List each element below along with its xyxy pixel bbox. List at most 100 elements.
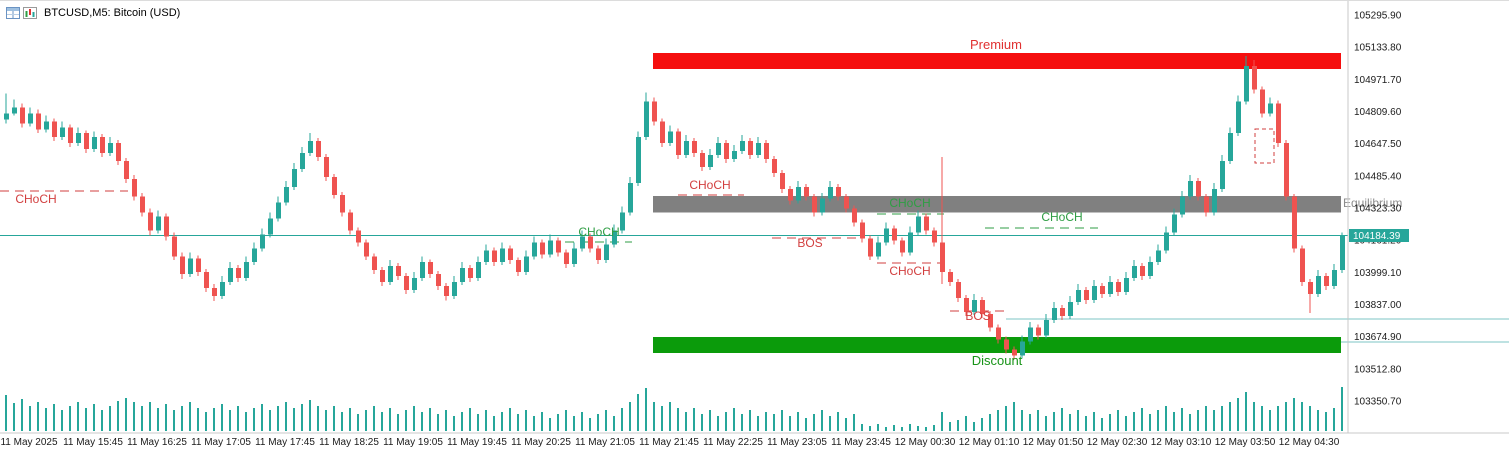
volume-bar xyxy=(909,424,911,431)
volume-bar xyxy=(981,418,983,431)
volume-bar xyxy=(693,408,695,431)
candle-body xyxy=(220,282,225,296)
candle-body xyxy=(316,141,321,158)
time-axis-label: 11 May 23:45 xyxy=(831,437,891,448)
volume-bar xyxy=(1213,410,1215,431)
volume-bar xyxy=(1093,412,1095,431)
volume-bar xyxy=(205,412,207,431)
candle-body xyxy=(68,127,73,144)
volume-bar xyxy=(221,404,223,431)
candle-body xyxy=(516,260,521,273)
volume-bar xyxy=(237,406,239,431)
candle-body xyxy=(1156,250,1161,263)
candle-body xyxy=(444,286,449,296)
candle-body xyxy=(1084,290,1089,300)
equilibrium-zone-label: Equilibrium xyxy=(1343,196,1402,210)
candle-body xyxy=(1340,235,1345,271)
candle-body xyxy=(620,212,625,231)
volume-bar xyxy=(229,410,231,431)
time-axis-label: 12 May 03:10 xyxy=(1151,437,1212,448)
discount-zone-label: Discount xyxy=(972,353,1023,368)
candle-body xyxy=(404,276,409,291)
current-price-tag xyxy=(1349,229,1409,243)
volume-bar xyxy=(1277,406,1279,431)
candle-body xyxy=(916,216,921,233)
volume-bar xyxy=(925,427,927,431)
time-axis-label: 11 May 16:25 xyxy=(127,437,187,448)
volume-bar xyxy=(613,416,615,431)
volume-bar xyxy=(1189,414,1191,431)
volume-bar xyxy=(1013,402,1015,431)
price-axis-label: 104323.30 xyxy=(1354,204,1402,215)
volume-bar xyxy=(525,410,527,431)
candle-body xyxy=(860,222,865,239)
candle-body xyxy=(1300,248,1305,283)
candle-body xyxy=(1284,143,1289,197)
candle-body xyxy=(756,143,761,156)
candle-body xyxy=(356,230,361,243)
volume-bar xyxy=(269,410,271,431)
volume-bar xyxy=(1053,412,1055,431)
volume-bar xyxy=(253,408,255,431)
candle-body xyxy=(868,238,873,257)
volume-bar xyxy=(1165,406,1167,431)
volume-bar xyxy=(845,418,847,431)
candle-body xyxy=(788,188,793,201)
candle-body xyxy=(212,288,217,296)
volume-bar xyxy=(1197,410,1199,431)
volume-bar xyxy=(29,406,31,431)
candle-body xyxy=(972,299,977,312)
candle-body xyxy=(124,161,129,179)
choch-label: CHoCH xyxy=(889,196,930,210)
candle-body xyxy=(44,121,49,130)
candle-body xyxy=(148,212,153,231)
candle-body xyxy=(524,256,529,273)
candle-body xyxy=(820,198,825,213)
candle-body xyxy=(1212,188,1217,213)
candle-body xyxy=(372,256,377,271)
candle-body xyxy=(532,242,537,257)
candle-body xyxy=(428,262,433,275)
current-price-tag-value: 104184.39 xyxy=(1353,231,1401,242)
price-axis-label: 104647.50 xyxy=(1354,139,1402,150)
choch-label: CHoCH xyxy=(15,192,56,206)
volume-bar xyxy=(77,402,79,431)
candle-body xyxy=(724,143,729,160)
volume-bar xyxy=(181,406,183,431)
candle-body xyxy=(660,121,665,144)
price-axis-label: 105295.90 xyxy=(1354,11,1402,22)
volume-bar xyxy=(437,414,439,431)
candle-body xyxy=(828,186,833,199)
candle-body xyxy=(708,155,713,167)
candlestick-chart-icon[interactable] xyxy=(23,7,37,19)
volume-bar xyxy=(557,414,559,431)
candle-body xyxy=(676,131,681,156)
volume-bar xyxy=(1253,402,1255,431)
candle-body xyxy=(1332,270,1337,287)
grid-icon[interactable] xyxy=(6,7,20,19)
volume-bar xyxy=(1117,410,1119,431)
volume-bar xyxy=(1245,392,1247,431)
candle-body xyxy=(1292,196,1297,249)
volume-bar xyxy=(685,412,687,431)
candle-body xyxy=(140,196,145,213)
volume-bar xyxy=(629,402,631,431)
candle-body xyxy=(932,230,937,243)
candle-body xyxy=(668,131,673,144)
volume-bar xyxy=(293,408,295,431)
volume-bar xyxy=(61,410,63,431)
candle-body xyxy=(1052,307,1057,320)
volume-bar xyxy=(1301,402,1303,431)
volume-bar xyxy=(821,410,823,431)
candle-body xyxy=(1308,282,1313,294)
candle-body xyxy=(1164,232,1169,251)
volume-bar xyxy=(469,408,471,431)
candle-body xyxy=(84,133,89,150)
candle-body xyxy=(996,327,1001,340)
candle-body xyxy=(556,240,561,253)
candle-body xyxy=(1100,286,1105,294)
volume-bar xyxy=(421,412,423,431)
candle-body xyxy=(900,240,905,253)
candle-body xyxy=(1244,65,1249,102)
